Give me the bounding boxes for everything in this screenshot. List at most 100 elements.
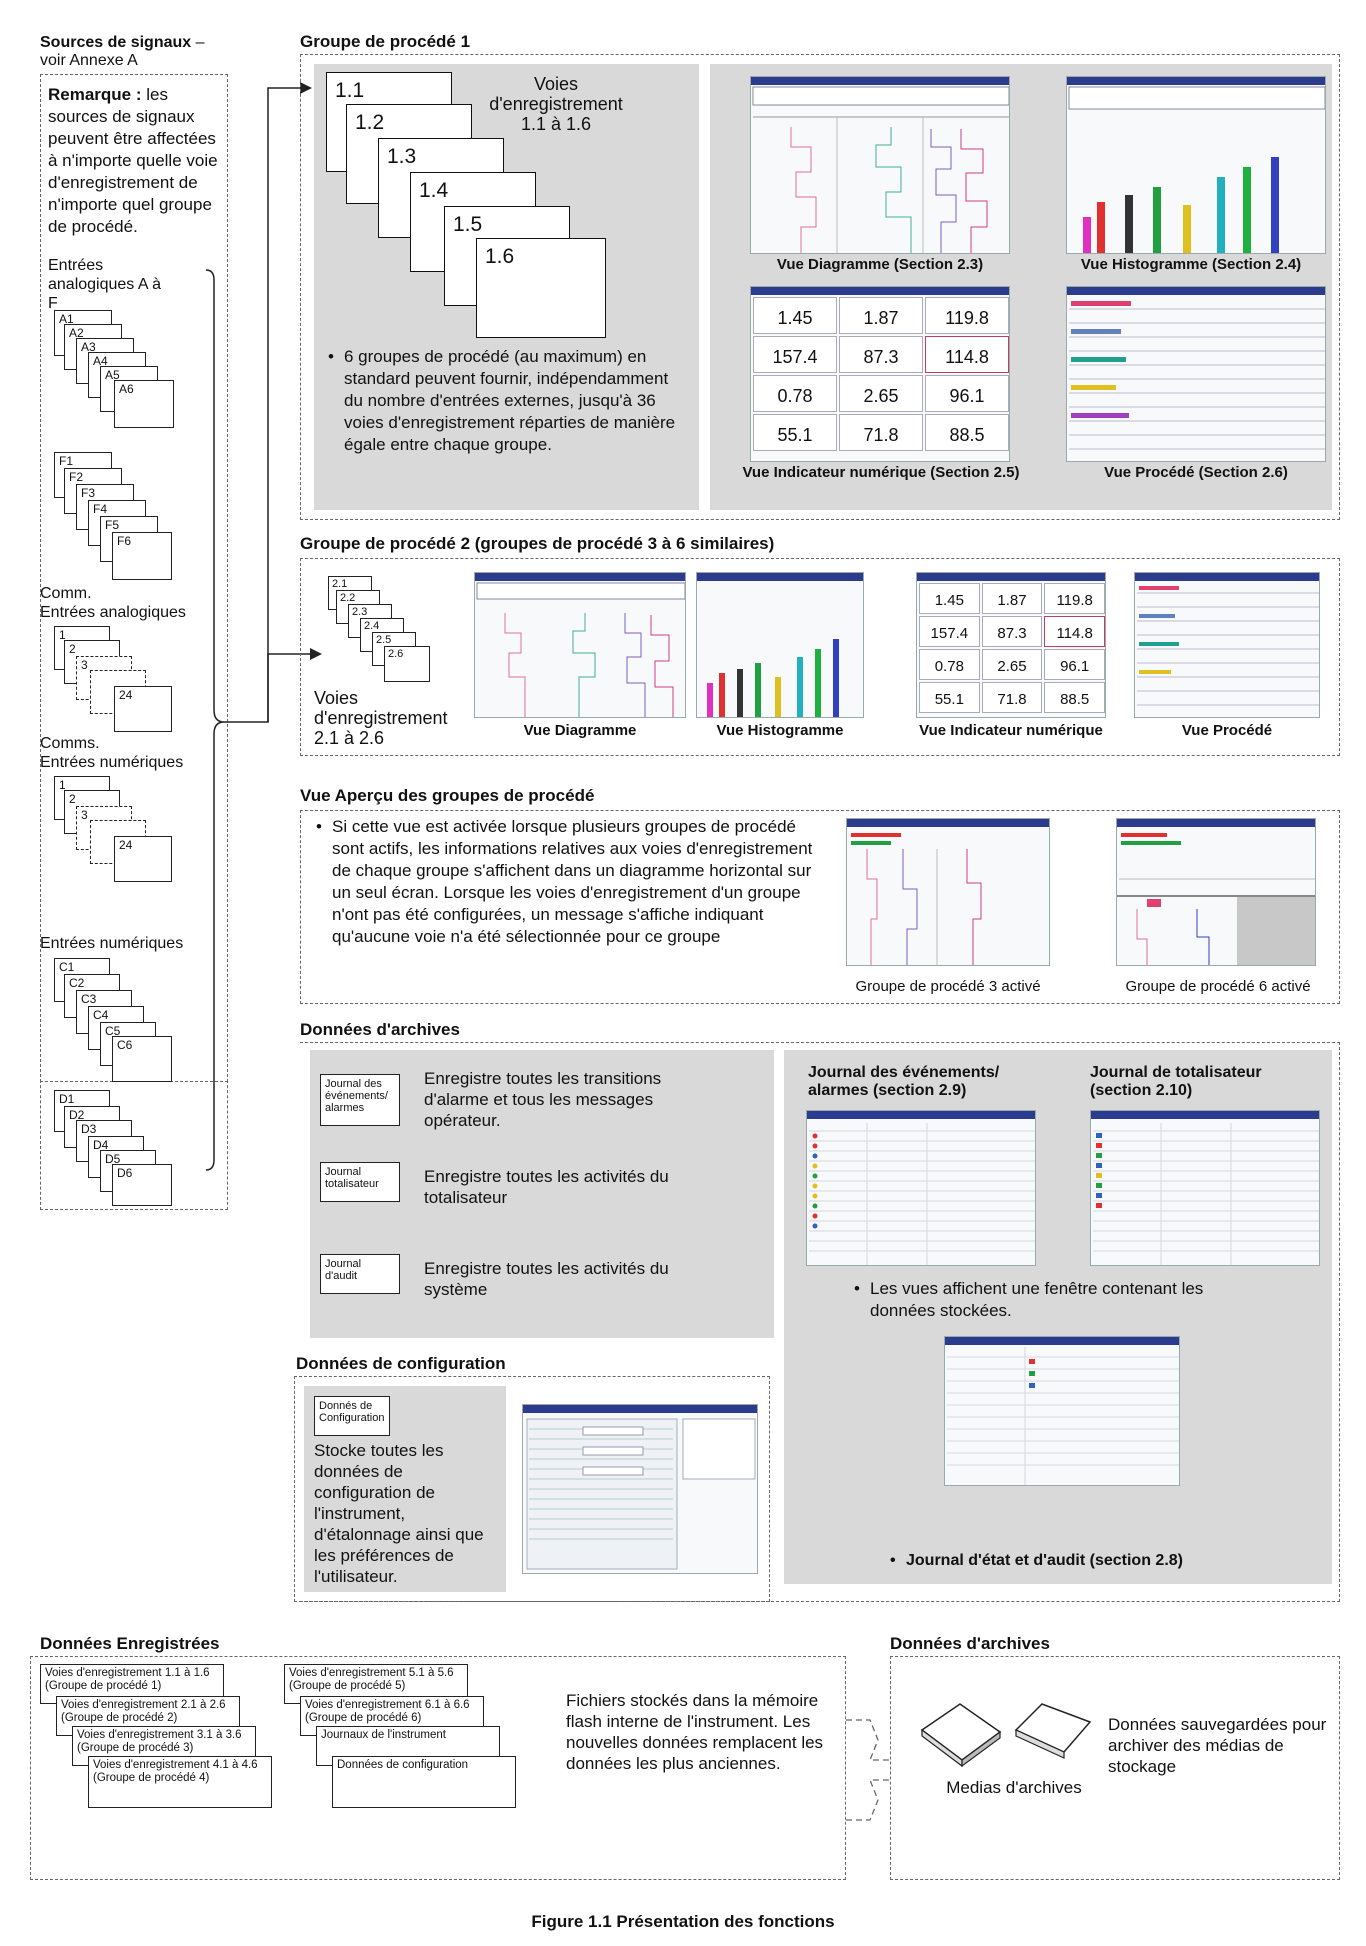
recorded-stack-text: Données de configuration bbox=[337, 1759, 469, 1771]
group1-panel bbox=[300, 54, 1340, 520]
signal-sources-panel-lower bbox=[40, 1080, 228, 1210]
digital-value: 119.8 bbox=[925, 297, 1009, 334]
audit-log-screenshot bbox=[944, 1336, 1180, 1486]
recorded-panel bbox=[30, 1656, 846, 1880]
config-screenshot bbox=[522, 1404, 758, 1574]
audit-log-desc: Enregistre toutes les activités du systè… bbox=[424, 1259, 669, 1299]
archive-views-bullet: Les vues affichent une fenêtre contenant… bbox=[854, 1278, 1270, 1322]
process-view-screenshot bbox=[1066, 286, 1326, 462]
group2-panel bbox=[300, 558, 1340, 756]
digital-value: 2.65 bbox=[839, 375, 923, 412]
figure-caption: Figure 1.1 Présentation des fonctions bbox=[531, 1912, 835, 1931]
totalizer-log-view-title: Journal de totalisateur (section 2.10) bbox=[1090, 1064, 1262, 1099]
g2-bar-caption: Vue Histogramme bbox=[716, 722, 844, 739]
overview-group6-caption: Groupe de procédé 6 activé bbox=[1125, 978, 1311, 995]
comm-analog-label: Comm. Entrées analogiques bbox=[40, 585, 186, 621]
digital-view-caption: Vue Indicateur numérique (Section 2.5) bbox=[742, 464, 1020, 481]
recorded-stack-text: Voies d'enregistrement 3.1 à 3.6 (Groupe … bbox=[77, 1729, 242, 1754]
digital-value: 1.45 bbox=[919, 583, 980, 614]
comm-analog-card: 24 bbox=[114, 686, 172, 732]
g2-bar-view-screenshot bbox=[696, 572, 864, 718]
digital-value: 55.1 bbox=[753, 414, 837, 451]
archive-media-panel bbox=[890, 1656, 1340, 1880]
recorded-desc: Fichiers stockés dans la mémoire flash i… bbox=[566, 1691, 824, 1773]
totalizer-log-desc: Enregistre toutes les activités du total… bbox=[424, 1167, 669, 1207]
channel-card: 1.6 bbox=[476, 238, 606, 338]
config-title: Données de configuration bbox=[296, 1354, 506, 1373]
recorded-stack-text: Voies d'enregistrement 2.1 à 2.6 (Groupe … bbox=[61, 1699, 226, 1724]
recorded-title: Données Enregistrées bbox=[40, 1634, 220, 1653]
digital-value: 88.5 bbox=[1044, 682, 1105, 713]
chart-view-caption: Vue Diagramme (Section 2.3) bbox=[776, 256, 984, 273]
group2-title: Groupe de procédé 2 (groupes de procédé … bbox=[300, 534, 775, 553]
digital-value: 0.78 bbox=[919, 649, 980, 680]
recorded-stack-item: Données de configuration bbox=[332, 1756, 516, 1808]
event-log-view-title: Journal des événements/ alarmes (section… bbox=[808, 1064, 1000, 1099]
digital-value: 1.87 bbox=[839, 297, 923, 334]
digital-value: 96.1 bbox=[1044, 649, 1105, 680]
config-desc: Stocke toutes les données de configurati… bbox=[314, 1441, 484, 1586]
recorded-stack-text: Journaux de l'instrument bbox=[321, 1729, 446, 1741]
group1-title: Groupe de procédé 1 bbox=[300, 32, 471, 51]
g2-digital-view-screenshot: 1.45 1.87 119.8 157.4 87.3 114.8 0.78 2.… bbox=[916, 572, 1106, 718]
overview-group3-screenshot bbox=[846, 818, 1050, 966]
recorded-stack-text: Voies d'enregistrement 6.1 à 6.6 (Groupe … bbox=[305, 1699, 470, 1724]
event-log-screenshot bbox=[806, 1110, 1036, 1266]
config-box: Donnés de Configuration bbox=[314, 1396, 390, 1436]
digital-value: 71.8 bbox=[981, 682, 1043, 713]
bar-view-caption: Vue Histogramme (Section 2.4) bbox=[1080, 256, 1302, 273]
digital-card: D6 bbox=[112, 1164, 172, 1206]
g2-digital-grid: 1.45 1.87 119.8 157.4 87.3 114.8 0.78 2.… bbox=[919, 583, 1105, 713]
group1-bullet: 6 groupes de procédé (au maximum) en sta… bbox=[328, 346, 690, 456]
signal-sources-title: Sources de signaux – voir Annexe A bbox=[40, 34, 205, 69]
g2-process-view-screenshot bbox=[1134, 572, 1320, 718]
digital-value: 0.78 bbox=[753, 375, 837, 412]
totalizer-log-box: Journal totalisateur bbox=[320, 1162, 400, 1202]
digital-value: 96.1 bbox=[925, 375, 1009, 412]
comm-digital-label: Comms. Entrées numériques bbox=[40, 735, 184, 771]
overview-title: Vue Aperçu des groupes de procédé bbox=[300, 786, 595, 805]
digital-value: 55.1 bbox=[919, 682, 980, 713]
overview-bullet: Si cette vue est activée lorsque plusieu… bbox=[316, 816, 822, 948]
overview-group6-screenshot bbox=[1116, 818, 1316, 966]
digital-value: 119.8 bbox=[1044, 583, 1105, 614]
bar-view-screenshot bbox=[1066, 76, 1326, 254]
recorded-stack-text: Voies d'enregistrement 1.1 à 1.6 (Groupe … bbox=[45, 1667, 210, 1692]
chart-view-screenshot bbox=[750, 76, 1010, 254]
digital-value: 157.4 bbox=[919, 616, 980, 647]
archive-media-label: Medias d'archives bbox=[946, 1778, 1082, 1797]
digital-value: 114.8 bbox=[1044, 616, 1105, 647]
digital-inputs-label: Entrées numériques bbox=[40, 935, 184, 952]
digital-value: 71.8 bbox=[839, 414, 923, 451]
channel-card: 2.6 bbox=[384, 646, 430, 682]
overview-group3-caption: Groupe de procédé 3 activé bbox=[855, 978, 1041, 995]
audit-log-box: Journal d'audit bbox=[320, 1254, 400, 1294]
group1-channels-label: Voies d'enregistrement 1.1 à 1.6 bbox=[489, 74, 623, 134]
digital-value: 87.3 bbox=[981, 616, 1043, 647]
process-view-caption: Vue Procédé (Section 2.6) bbox=[1104, 464, 1288, 481]
analog-card: F6 bbox=[112, 532, 172, 580]
digital-value: 157.4 bbox=[753, 336, 837, 373]
digital-value: 1.45 bbox=[753, 297, 837, 334]
digital-value: 87.3 bbox=[839, 336, 923, 373]
digital-value: 114.8 bbox=[925, 336, 1009, 373]
totalizer-log-screenshot bbox=[1090, 1110, 1320, 1266]
comm-digital-card: 24 bbox=[114, 836, 172, 882]
config-panel bbox=[294, 1376, 770, 1602]
archive-media-title: Données d'archives bbox=[890, 1634, 1050, 1653]
digital-card: C6 bbox=[112, 1036, 172, 1082]
g2-process-caption: Vue Procédé bbox=[1181, 722, 1273, 739]
group2-channels-label: Voies d'enregistrement 2.1 à 2.6 bbox=[314, 688, 448, 748]
g2-chart-view-screenshot bbox=[474, 572, 686, 718]
digital-value: 2.65 bbox=[981, 649, 1043, 680]
digital-value: 88.5 bbox=[925, 414, 1009, 451]
analog-card: A6 bbox=[114, 380, 174, 428]
g2-chart-caption: Vue Diagramme bbox=[523, 722, 637, 739]
recorded-stack-item: Voies d'enregistrement 4.1 à 4.6 (Groupe … bbox=[88, 1756, 272, 1808]
archive-panel bbox=[300, 1042, 1340, 1602]
digital-view-screenshot: 1.45 1.87 119.8 157.4 87.3 114.8 0.78 2.… bbox=[750, 286, 1010, 462]
